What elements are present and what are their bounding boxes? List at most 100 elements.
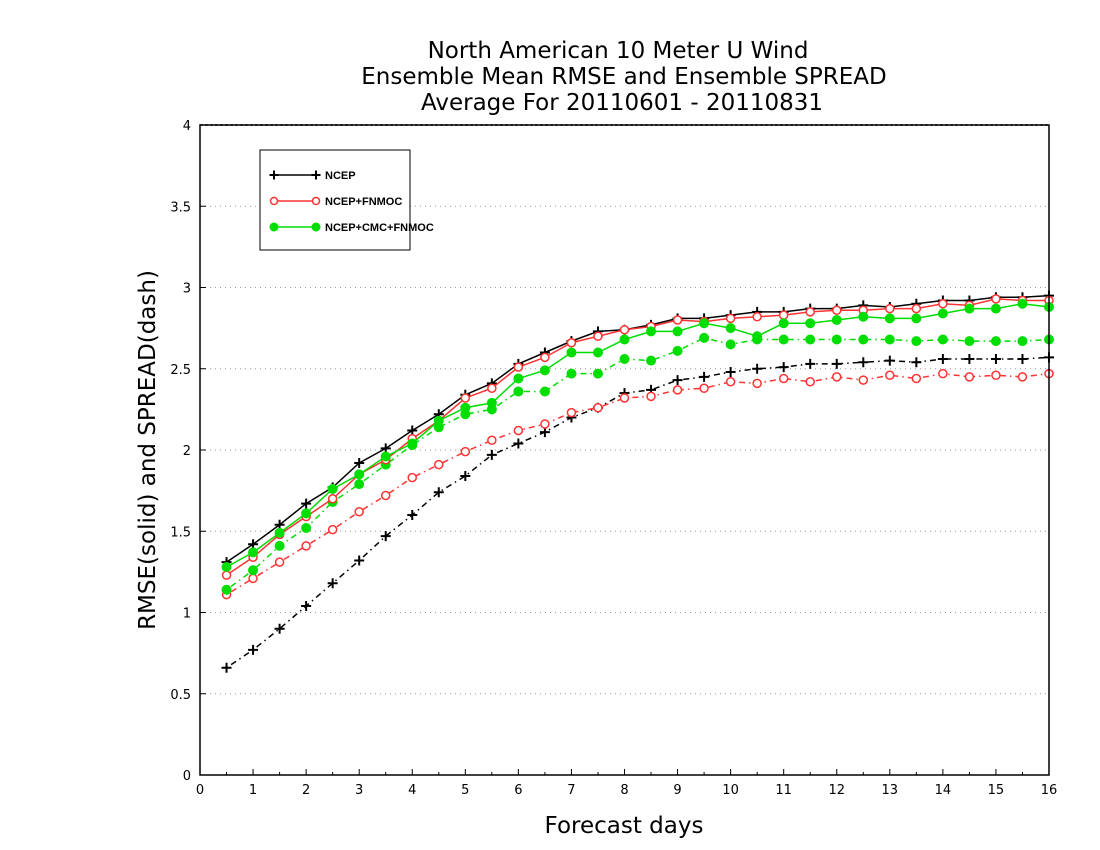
data-point-open-circle — [487, 435, 497, 445]
data-point-plus — [778, 362, 789, 373]
data-point-filled-circle — [619, 354, 630, 364]
data-point-plus — [301, 601, 312, 611]
data-point-open-circle — [407, 472, 417, 483]
data-point-open-circle — [311, 196, 321, 206]
data-point-plus — [354, 555, 365, 566]
data-point-plus — [539, 427, 550, 438]
legend-item: NCEP — [269, 170, 356, 182]
data-point-filled-circle — [1017, 298, 1028, 309]
x-tick-label: 9 — [673, 783, 681, 798]
data-point-filled-circle — [672, 326, 683, 337]
data-point-open-circle — [460, 446, 471, 457]
series-rmse-ncep-cmc-fnmoc — [221, 298, 1054, 572]
legend-item: NCEP+FNMOC — [269, 196, 402, 208]
data-point-filled-circle — [990, 336, 1001, 347]
data-point-filled-circle — [380, 451, 391, 462]
data-point-open-circle — [327, 524, 338, 535]
data-point-filled-circle — [858, 334, 869, 345]
data-point-open-circle — [540, 419, 550, 429]
series-spread-ncep-fnmoc — [221, 368, 1054, 600]
data-point-plus — [486, 449, 497, 460]
data-point-open-circle — [832, 372, 842, 382]
data-point-filled-circle — [539, 365, 550, 376]
data-point-open-circle — [354, 507, 364, 517]
data-point-filled-circle — [937, 308, 948, 319]
data-point-filled-circle — [248, 547, 259, 558]
series-line — [226, 337, 1050, 591]
y-tick-label: 2.5 — [170, 363, 191, 378]
data-point-filled-circle — [831, 315, 842, 325]
x-tick-label: 1 — [249, 783, 257, 798]
x-tick-label: 7 — [567, 783, 575, 798]
y-tick-label: 3 — [183, 282, 191, 297]
data-point-plus — [433, 487, 444, 498]
data-point-filled-circle — [460, 402, 471, 413]
data-point-plus — [937, 354, 948, 364]
data-point-plus — [274, 623, 285, 634]
data-point-open-circle — [725, 377, 736, 387]
x-tick-label: 0 — [196, 783, 204, 798]
x-tick-label: 16 — [1041, 783, 1058, 798]
data-point-filled-circle — [566, 368, 577, 379]
data-point-filled-circle — [566, 347, 577, 358]
data-point-filled-circle — [964, 303, 975, 314]
data-point-open-circle — [752, 312, 762, 322]
data-point-filled-circle — [646, 355, 657, 366]
x-tick-label: 10 — [722, 783, 739, 798]
data-point-plus — [248, 644, 259, 655]
data-point-plus — [311, 170, 321, 180]
data-point-open-circle — [593, 331, 603, 341]
legend-label: NCEP+FNMOC — [325, 196, 402, 208]
data-point-plus — [964, 354, 975, 364]
data-point-plus — [858, 357, 869, 368]
data-point-open-circle — [1017, 372, 1028, 382]
data-point-open-circle — [911, 303, 922, 314]
data-point-plus — [354, 458, 365, 468]
y-tick-label: 1 — [183, 607, 191, 622]
data-point-filled-circle — [778, 318, 789, 329]
data-point-plus — [407, 425, 418, 436]
data-point-open-circle — [301, 541, 311, 551]
data-point-filled-circle — [311, 222, 321, 232]
y-tick-label: 3.5 — [170, 200, 191, 215]
chart-title-line-1: North American 10 Meter U Wind — [428, 38, 809, 64]
data-point-open-circle — [221, 570, 232, 580]
legend: NCEP NCEP+FNMOC NCEP+CMC+FNMOC — [259, 149, 434, 251]
y-axis-title: RMSE(solid) and SPREAD(dash) — [135, 270, 161, 630]
x-tick-label: 12 — [828, 783, 845, 798]
data-point-open-circle — [885, 303, 895, 314]
data-point-filled-circle — [937, 334, 948, 345]
series-line — [226, 298, 1049, 576]
data-point-open-circle — [248, 573, 258, 584]
data-point-plus — [672, 375, 683, 386]
data-point-open-circle — [672, 315, 683, 325]
y-axis: 0 0.5 1 1.5 2 2.5 3 3.5 4 — [170, 119, 206, 784]
data-point-open-circle — [885, 370, 895, 380]
y-tick-label: 1.5 — [170, 525, 191, 540]
data-point-filled-circle — [805, 334, 816, 345]
data-point-filled-circle — [433, 415, 444, 426]
x-tick-label: 13 — [882, 783, 899, 798]
y-tick-label: 0.5 — [170, 688, 191, 703]
data-point-plus — [221, 662, 232, 673]
data-point-filled-circle — [354, 469, 365, 480]
data-point-open-circle — [938, 368, 948, 379]
data-point-plus — [725, 367, 736, 377]
data-point-open-circle — [805, 307, 815, 317]
x-tick-label: 3 — [355, 783, 363, 798]
y-tick-label: 0 — [183, 769, 191, 784]
data-point-filled-circle — [990, 303, 1001, 314]
data-point-filled-circle — [221, 562, 232, 572]
x-axis: 0 1 2 3 4 5 6 7 8 9 10 11 12 13 14 15 16 — [196, 769, 1057, 798]
data-point-open-circle — [911, 373, 922, 384]
data-point-open-circle — [991, 294, 1001, 304]
data-point-plus — [1017, 354, 1028, 364]
data-point-open-circle — [434, 459, 444, 470]
data-point-filled-circle — [513, 373, 524, 384]
data-point-filled-circle — [672, 345, 683, 356]
data-point-plus — [911, 357, 922, 368]
data-point-plus — [699, 371, 710, 382]
data-point-plus — [380, 531, 391, 542]
data-point-plus — [269, 170, 279, 180]
